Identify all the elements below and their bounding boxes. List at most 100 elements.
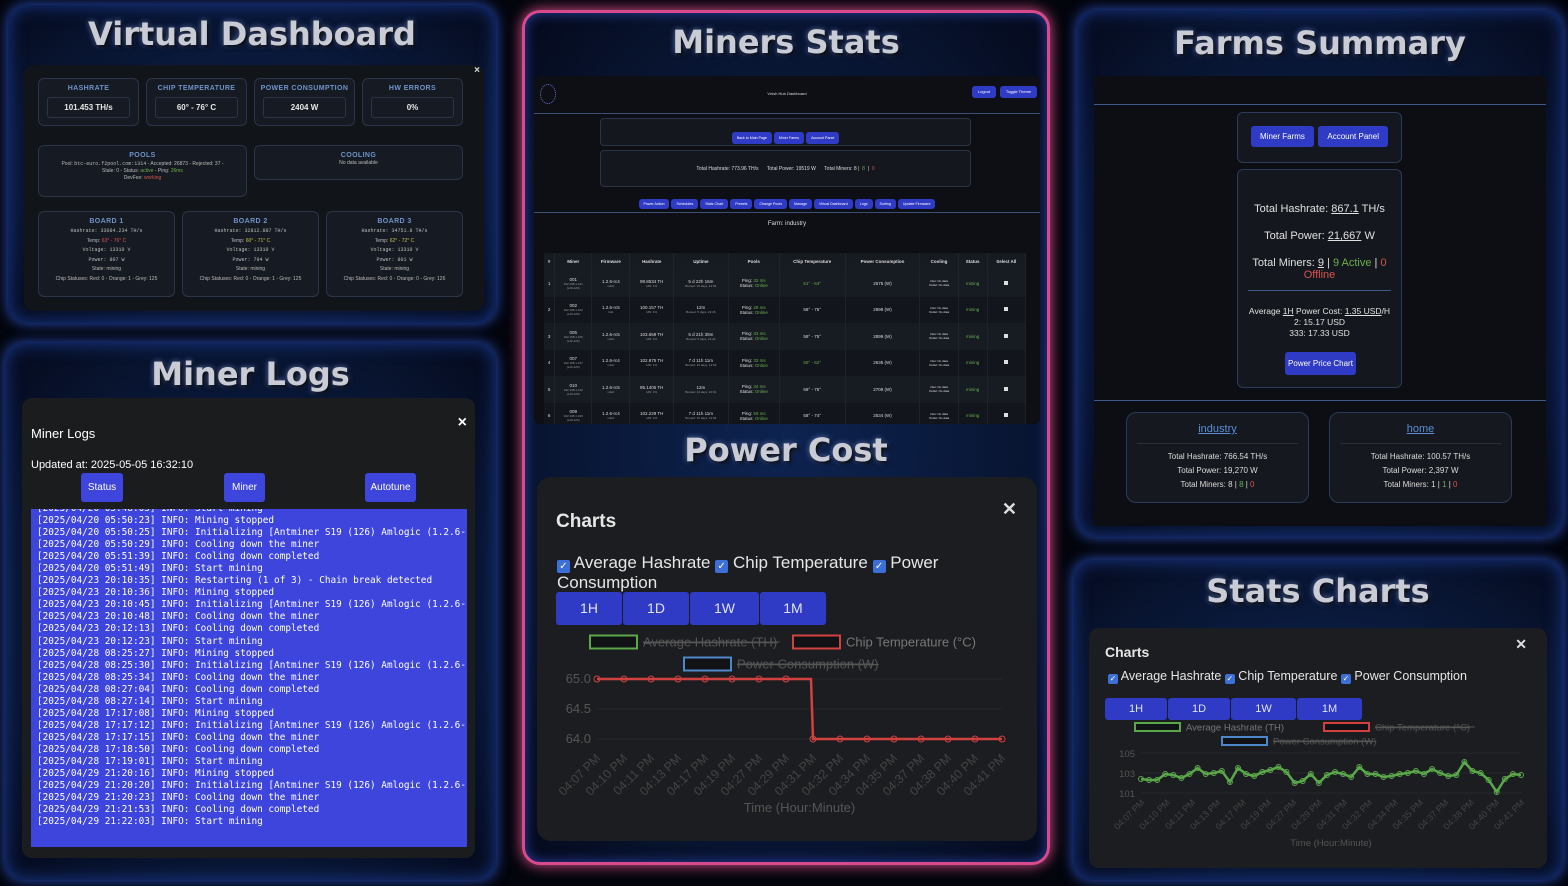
- data-point[interactable]: [998, 735, 1006, 743]
- action-button-power-action[interactable]: Power Action: [638, 199, 670, 209]
- table-row[interactable]: 2 002 192.168.1.102 (s19-126) 1.2.6-rc5 hub…: [544, 296, 1027, 323]
- select-checkbox[interactable]: [1004, 386, 1009, 391]
- data-point[interactable]: [728, 675, 736, 683]
- data-point[interactable]: [1509, 771, 1516, 777]
- data-point[interactable]: [1243, 771, 1250, 777]
- table-row[interactable]: 5 010 192.168.1.110 (s19-126) 1.2.6-rc5 vni…: [544, 376, 1027, 403]
- data-point[interactable]: [1178, 775, 1185, 781]
- table-row[interactable]: 4 007 192.168.1.107 (s19-126) 1.2.6-rc4 vni…: [544, 349, 1027, 376]
- toggle-theme-button[interactable]: Toggle Theme: [1000, 86, 1037, 98]
- select-checkbox[interactable]: [1004, 413, 1009, 418]
- data-point[interactable]: [1477, 770, 1484, 776]
- select-cell[interactable]: [987, 349, 1027, 376]
- select-cell[interactable]: [987, 376, 1027, 403]
- miner-cell[interactable]: 001 192.168.1.101 (s19-126): [554, 270, 593, 297]
- data-point[interactable]: [701, 675, 709, 683]
- data-point[interactable]: [1186, 771, 1193, 777]
- checkbox-chip-temperature[interactable]: ✓: [715, 560, 729, 573]
- data-point[interactable]: [809, 735, 817, 743]
- legend-label[interactable]: Chip Temperature (°C): [846, 635, 976, 650]
- checkbox-average-hashrate[interactable]: ✓: [1108, 674, 1118, 684]
- action-button-manage[interactable]: Manage: [789, 199, 813, 209]
- data-point[interactable]: [1501, 776, 1508, 782]
- data-point[interactable]: [836, 735, 844, 743]
- data-point[interactable]: [1323, 772, 1330, 778]
- action-button-schedules[interactable]: Schedules: [671, 199, 699, 209]
- data-point[interactable]: [1340, 771, 1347, 777]
- action-button-virtual-dashboard[interactable]: Virtual Dashboard: [814, 199, 853, 209]
- select-cell[interactable]: [987, 323, 1027, 350]
- data-point[interactable]: [1348, 774, 1355, 780]
- cost-value[interactable]: 1.35 USD: [1344, 306, 1382, 316]
- data-point[interactable]: [1493, 789, 1500, 795]
- checkbox-average-hashrate[interactable]: ✓: [557, 560, 570, 573]
- action-button-change-pools[interactable]: Change Pools: [754, 199, 788, 209]
- action-button-logs[interactable]: Logs: [854, 199, 873, 209]
- close-icon[interactable]: ✕: [1001, 499, 1017, 519]
- data-point[interactable]: [1445, 773, 1452, 779]
- data-point[interactable]: [1210, 770, 1217, 776]
- close-icon[interactable]: ×: [474, 65, 480, 76]
- miner-cell[interactable]: 010 192.168.1.110 (s19-126): [554, 376, 593, 403]
- action-button-stats-chart[interactable]: Stats Chart: [700, 199, 729, 209]
- data-point[interactable]: [755, 675, 763, 683]
- miner-farms-button[interactable]: Miner Farms: [1251, 126, 1314, 147]
- data-point[interactable]: [1218, 768, 1225, 774]
- legend-swatch[interactable]: [1323, 722, 1370, 732]
- data-point[interactable]: [1291, 780, 1298, 786]
- miners-value[interactable]: 9: [1317, 257, 1324, 269]
- range-1w-button[interactable]: 1W: [1231, 698, 1296, 720]
- data-point[interactable]: [1453, 772, 1460, 778]
- tab-miner[interactable]: Miner: [224, 473, 265, 502]
- data-point[interactable]: [674, 675, 682, 683]
- legend-swatch[interactable]: [683, 656, 732, 672]
- data-point[interactable]: [1170, 772, 1177, 778]
- legend-label[interactable]: Power Consumption (W): [1273, 736, 1376, 747]
- table-row[interactable]: 1 001 192.168.1.101 (s19-126) 1.2.6-rc4 vni…: [544, 270, 1027, 297]
- select-cell[interactable]: [987, 270, 1027, 297]
- close-icon[interactable]: ×: [457, 414, 467, 431]
- data-point[interactable]: [917, 735, 925, 743]
- data-point[interactable]: [1315, 780, 1322, 786]
- data-point[interactable]: [1518, 772, 1524, 778]
- legend-swatch[interactable]: [589, 634, 638, 650]
- data-point[interactable]: [1275, 764, 1282, 770]
- data-point[interactable]: [1162, 771, 1169, 777]
- legend-label[interactable]: Chip Temperature (°C): [1375, 722, 1470, 733]
- range-1m-button[interactable]: 1M: [1297, 698, 1362, 720]
- data-point[interactable]: [971, 735, 979, 743]
- data-point[interactable]: [1429, 766, 1436, 772]
- data-point[interactable]: [1283, 769, 1290, 775]
- select-checkbox[interactable]: [1004, 307, 1009, 312]
- data-point[interactable]: [1404, 770, 1411, 776]
- data-point[interactable]: [1251, 773, 1258, 779]
- miner-farms-button[interactable]: Miner Farms: [773, 132, 805, 144]
- data-point[interactable]: [1154, 777, 1161, 783]
- data-point[interactable]: [1485, 777, 1492, 783]
- legend-swatch[interactable]: [792, 634, 841, 650]
- data-point[interactable]: [1194, 765, 1201, 771]
- data-point[interactable]: [1259, 769, 1266, 775]
- data-point[interactable]: [1307, 771, 1314, 777]
- data-point[interactable]: [1356, 764, 1363, 770]
- cost-period[interactable]: 1H: [1282, 306, 1294, 316]
- account-panel-button[interactable]: Account Panel: [1318, 126, 1388, 147]
- data-point[interactable]: [1299, 778, 1306, 784]
- select-cell[interactable]: [987, 296, 1027, 323]
- action-button-presets[interactable]: Presets: [730, 199, 753, 209]
- data-point[interactable]: [1469, 768, 1476, 774]
- data-point[interactable]: [1202, 771, 1209, 777]
- close-icon[interactable]: ✕: [1515, 636, 1527, 652]
- miner-cell[interactable]: 002 192.168.1.102 (s19-126): [554, 296, 593, 323]
- table-row[interactable]: 3 005 192.168.1.105 (s19-126) 1.2.6-rc5 vni…: [544, 323, 1027, 350]
- hashrate-value[interactable]: 867.1: [1331, 203, 1359, 215]
- column-header[interactable]: Select All: [987, 253, 1027, 270]
- power-value[interactable]: 21,667: [1327, 230, 1362, 242]
- select-checkbox[interactable]: [1004, 360, 1009, 365]
- miner-cell[interactable]: 009 192.168.1.109 (s19-126): [554, 402, 593, 424]
- data-point[interactable]: [863, 735, 871, 743]
- select-cell[interactable]: [987, 402, 1027, 424]
- data-point[interactable]: [647, 675, 655, 683]
- data-point[interactable]: [1461, 759, 1468, 765]
- farm-link[interactable]: home: [1340, 423, 1501, 444]
